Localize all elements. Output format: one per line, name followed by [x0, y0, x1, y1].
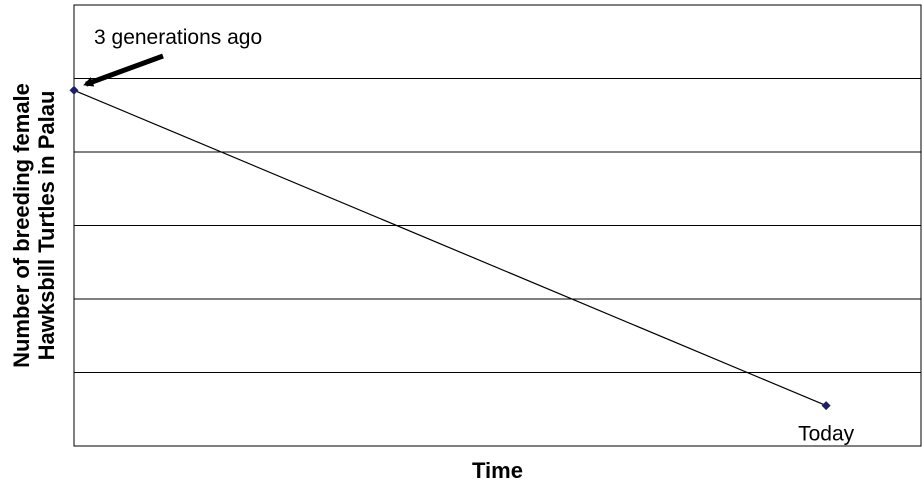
x-axis-title: Time	[472, 458, 523, 483]
annotation-end-label: Today	[798, 423, 855, 446]
annotation-arrow	[83, 53, 164, 87]
annotations: 3 generations ago Today	[83, 26, 855, 446]
series-line-0	[73, 89, 827, 407]
gridlines	[74, 78, 921, 373]
y-axis-title-line-1: Number of breeding female	[9, 83, 34, 368]
annotation-start-label: 3 generations ago	[94, 26, 262, 49]
plot-frame	[73, 4, 922, 447]
data-point-1	[821, 401, 831, 411]
y-axis-title: Number of breeding female Hawksbill Turt…	[9, 83, 59, 368]
y-axis-title-line-2: Hawksbill Turtles in Palau	[34, 91, 59, 361]
data-point-0	[69, 85, 79, 95]
series-layer	[69, 85, 831, 411]
